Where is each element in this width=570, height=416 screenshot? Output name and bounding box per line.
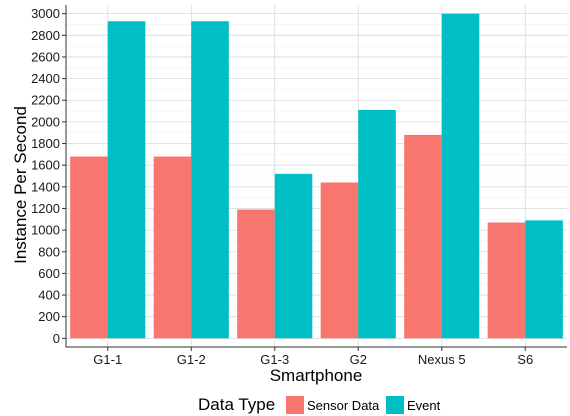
bar-event [191,21,229,339]
axes [65,5,567,348]
y-tick-label: 2400 [31,71,60,86]
legend-swatch-event [386,396,404,414]
x-tick-label: S6 [517,352,533,367]
y-tick-label: 1600 [31,158,60,173]
bars [70,13,563,339]
x-tick-label: G1-2 [177,352,206,367]
bar-event [441,13,480,339]
y-tick-label: 1000 [31,223,60,238]
x-tick-label: G1-3 [260,352,289,367]
y-tick-label: 200 [38,309,60,324]
x-tick-label: Nexus 5 [418,352,466,367]
y-tick-label: 2800 [31,28,60,43]
x-axis-title: Smartphone [270,366,363,385]
legend-title: Data Type [198,395,275,414]
y-tick-label: 1800 [31,136,60,151]
y-tick-label: 1400 [31,179,60,194]
y-axis-title: Instance Per Second [11,106,30,264]
x-axis-ticks: G1-1 G1-2 G1-3 G2 Nexus 5 S6 [93,347,533,367]
bar-sensor-data [404,134,442,339]
y-tick-label: 600 [38,266,60,281]
legend-swatch-sensor-data [286,396,304,414]
bar-sensor-data [237,209,275,339]
legend-label-sensor-data: Sensor Data [307,398,380,413]
y-axis-ticks: 0 200 400 600 800 1000 1200 1400 1600 1800 2000 220… [31,6,66,346]
y-tick-label: 1200 [31,201,60,216]
bar-event [525,220,563,339]
y-tick-label: 2000 [31,114,60,129]
y-tick-label: 800 [38,244,60,259]
bar-event [358,109,396,339]
x-tick-label: G2 [350,352,367,367]
y-tick-label: 2200 [31,93,60,108]
bar-event [274,173,313,339]
bar-sensor-data [487,222,526,339]
y-tick-label: 3000 [31,6,60,21]
bar-sensor-data [153,156,192,339]
gridlines [66,5,567,347]
bar-event [107,21,146,339]
legend-label-event: Event [407,398,441,413]
y-tick-label: 400 [38,288,60,303]
x-tick-label: G1-1 [93,352,122,367]
y-tick-label: 0 [53,331,60,346]
legend: Data Type Sensor Data Event [198,395,441,414]
bar-sensor-data [320,182,359,339]
y-tick-label: 2600 [31,49,60,64]
bar-sensor-data [70,156,108,339]
